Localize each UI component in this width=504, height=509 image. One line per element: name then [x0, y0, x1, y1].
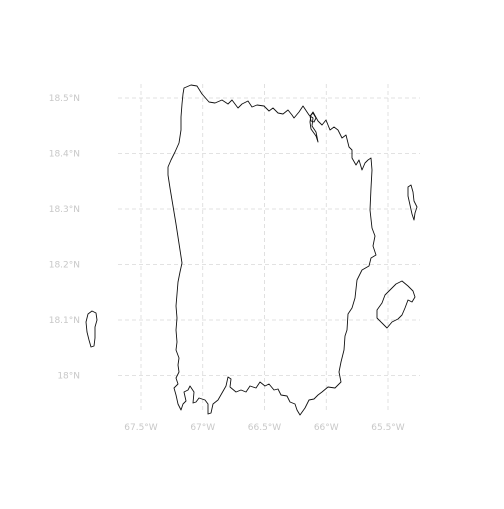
lat-tick-label: 18.3°N	[49, 205, 80, 215]
cayo-norte-coastline	[309, 112, 317, 123]
mona-island-coastline	[85, 310, 98, 348]
lat-tick-label: 18.2°N	[49, 261, 80, 271]
lat-tick-label: 18°N	[57, 372, 80, 382]
lon-tick-label: 65.5°W	[371, 423, 405, 433]
graticule	[118, 84, 420, 412]
tick-labels: 18.5°N 18.4°N 18.3°N 18.2°N 18.1°N 18°N 67.5°W…	[49, 94, 405, 433]
vieques-coastline	[376, 280, 416, 329]
lat-tick-label: 18.4°N	[49, 150, 80, 160]
lon-tick-label: 67°W	[190, 423, 215, 433]
lon-tick-label: 66°W	[314, 423, 339, 433]
lon-tick-label: 67.5°W	[124, 423, 158, 433]
coastlines	[85, 84, 418, 416]
main-island-coastline	[167, 84, 377, 416]
lat-tick-label: 18.5°N	[49, 94, 80, 104]
lat-tick-label: 18.1°N	[49, 316, 80, 326]
culebra-coastline	[407, 184, 418, 221]
lon-tick-label: 66.5°W	[248, 423, 282, 433]
